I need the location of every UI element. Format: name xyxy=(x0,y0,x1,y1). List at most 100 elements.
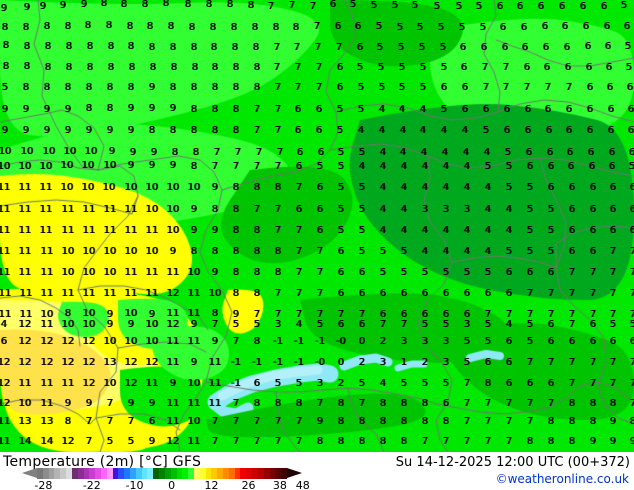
grid-temperature-value: 4 xyxy=(484,182,492,193)
grid-temperature-value: 7 xyxy=(568,267,576,278)
colorbar-swatch xyxy=(281,468,287,479)
grid-temperature-value: 7 xyxy=(547,357,555,368)
grid-temperature-value: 6 xyxy=(503,104,511,115)
colorbar-swatch xyxy=(188,468,194,479)
grid-temperature-value: 4 xyxy=(398,104,406,115)
grid-temperature-value: 8 xyxy=(84,20,92,31)
grid-temperature-value: 6 xyxy=(547,319,555,330)
grid-temperature-value: 6 xyxy=(460,62,468,73)
grid-temperature-value: 11 xyxy=(103,225,117,236)
grid-temperature-value: 9 xyxy=(64,104,72,115)
grid-temperature-value: 5 xyxy=(526,246,534,257)
grid-temperature-value: 7 xyxy=(523,82,531,93)
grid-temperature-value: 10 xyxy=(187,267,201,278)
grid-temperature-value: 5 xyxy=(358,147,366,158)
grid-temperature-value: 10 xyxy=(0,161,11,172)
colorbar-tick: 12 xyxy=(204,479,219,490)
copyright-link[interactable]: ©weatheronline.co.uk xyxy=(495,472,629,486)
grid-temperature-value: 4 xyxy=(400,161,408,172)
grid-temperature-value: 11 xyxy=(40,398,54,409)
colorbar-swatch xyxy=(89,468,96,479)
grid-temperature-value: 5 xyxy=(624,41,632,52)
grid-temperature-value: 6 xyxy=(337,288,345,299)
grid-temperature-value: -1 xyxy=(294,336,304,347)
grid-temperature-value: 7 xyxy=(568,378,576,389)
grid-temperature-value: 9 xyxy=(1,104,9,115)
grid-temperature-value: 11 xyxy=(40,319,54,330)
grid-temperature-value: 6 xyxy=(565,104,573,115)
grid-temperature-value: 8 xyxy=(22,82,30,93)
grid-temperature-value: 5 xyxy=(526,336,534,347)
grid-temperature-value: 9 xyxy=(629,436,634,447)
grid-temperature-value: 6 xyxy=(337,319,345,330)
grid-temperature-value: 7 xyxy=(276,147,284,158)
grid-temperature-value: 5 xyxy=(398,62,406,73)
grid-temperature-value: 11 xyxy=(18,182,32,193)
grid-temperature-value: 7 xyxy=(463,398,471,409)
grid-temperature-value: 8 xyxy=(167,21,175,32)
grid-temperature-value: -0 xyxy=(336,336,346,347)
grid-temperature-value: 7 xyxy=(315,82,323,93)
grid-temperature-value: -0 xyxy=(315,357,325,368)
grid-temperature-value: 6 xyxy=(315,104,323,115)
temperature-field-canvas xyxy=(0,0,634,452)
grid-temperature-value: 7 xyxy=(295,416,303,427)
grid-temperature-value: -1 xyxy=(231,357,241,368)
grid-temperature-value: 8 xyxy=(65,62,73,73)
grid-temperature-value: 7 xyxy=(85,416,93,427)
grid-temperature-value: 7 xyxy=(253,416,261,427)
grid-temperature-value: 7 xyxy=(482,82,490,93)
grid-temperature-value: 7 xyxy=(526,357,534,368)
grid-temperature-value: 9 xyxy=(59,0,67,11)
grid-temperature-value: 8 xyxy=(107,41,115,52)
grid-temperature-value: 7 xyxy=(358,309,366,320)
grid-temperature-value: 11 xyxy=(18,378,32,389)
grid-temperature-value: 6 xyxy=(629,225,634,236)
grid-temperature-value: 6 xyxy=(586,104,594,115)
grid-temperature-value: 4 xyxy=(400,225,408,236)
grid-temperature-value: 11 xyxy=(166,357,180,368)
grid-temperature-value: 12 xyxy=(18,357,32,368)
grid-temperature-value: 6 xyxy=(442,398,450,409)
grid-temperature-value: 6 xyxy=(524,104,532,115)
grid-temperature-value: 6 xyxy=(334,21,342,32)
grid-temperature-value: 7 xyxy=(629,398,634,409)
grid-temperature-value: 7 xyxy=(253,204,261,215)
grid-temperature-value: 9 xyxy=(127,319,135,330)
grid-temperature-value: 6 xyxy=(544,104,552,115)
grid-temperature-value: 11 xyxy=(166,308,180,319)
grid-temperature-value: 6 xyxy=(546,147,554,158)
grid-temperature-value: 6 xyxy=(400,309,408,320)
colorbar-swatches xyxy=(37,468,287,479)
grid-temperature-value: 7 xyxy=(526,398,534,409)
grid-temperature-value: 8 xyxy=(44,62,52,73)
grid-temperature-value: 11 xyxy=(187,336,201,347)
grid-temperature-value: 7 xyxy=(273,62,281,73)
grid-temperature-value: 12 xyxy=(0,357,11,368)
grid-temperature-value: 8 xyxy=(128,62,136,73)
colorbar-swatch xyxy=(164,468,171,479)
grid-temperature-value: 4 xyxy=(419,125,427,136)
grid-temperature-value: 6 xyxy=(463,288,471,299)
grid-temperature-value: 8 xyxy=(253,225,261,236)
grid-temperature-value: 8 xyxy=(232,267,240,278)
grid-temperature-value: 5 xyxy=(547,225,555,236)
grid-temperature-value: 8 xyxy=(148,42,156,53)
grid-temperature-value: 6 xyxy=(523,62,531,73)
grid-temperature-value: 10 xyxy=(60,182,74,193)
grid-temperature-value: 5 xyxy=(336,125,344,136)
grid-temperature-value: 8 xyxy=(232,182,240,193)
grid-temperature-value: 7 xyxy=(316,267,324,278)
grid-temperature-value: 5 xyxy=(419,82,427,93)
grid-temperature-value: 8 xyxy=(211,125,219,136)
grid-temperature-value: 6 xyxy=(566,147,574,158)
grid-temperature-value: 7 xyxy=(295,182,303,193)
grid-temperature-value: 11 xyxy=(18,246,32,257)
grid-temperature-value: 5 xyxy=(370,0,378,11)
colorbar-tick: 0 xyxy=(168,479,176,490)
grid-temperature-value: 11 xyxy=(82,225,96,236)
grid-temperature-value: 5 xyxy=(526,204,534,215)
grid-temperature-value: 5 xyxy=(337,147,345,158)
grid-temperature-value: 7 xyxy=(484,436,492,447)
